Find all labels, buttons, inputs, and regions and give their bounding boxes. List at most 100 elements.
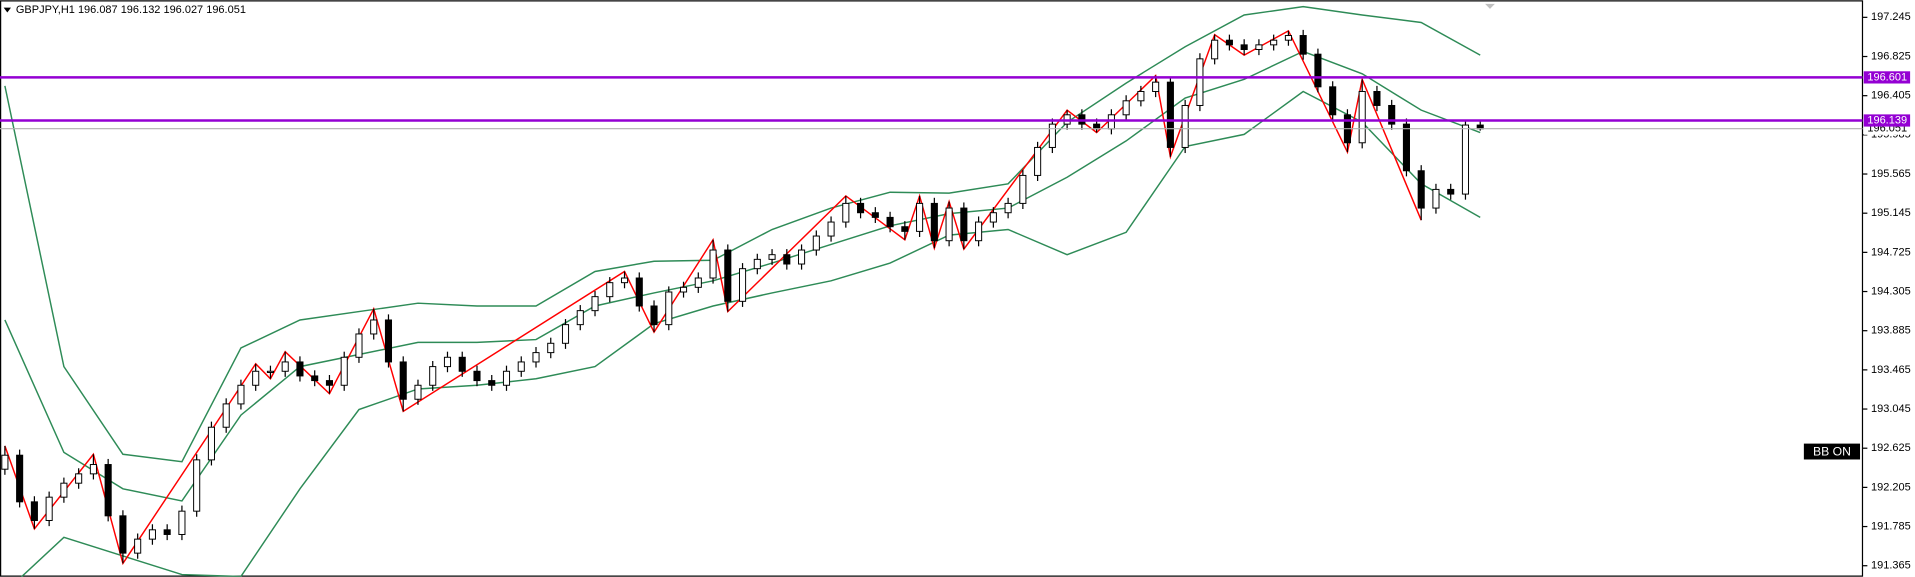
chart-title: GBPJPY,H1 196.087 196.132 196.027 196.05… — [16, 4, 246, 16]
candle-body — [709, 249, 717, 279]
candle-body — [502, 370, 511, 386]
y-tick-label: 193.885 — [1871, 325, 1911, 337]
candle-body — [488, 380, 496, 386]
y-tick-label: 192.625 — [1871, 442, 1911, 454]
level-label: 196.051 — [1867, 123, 1907, 135]
candle-body — [281, 361, 289, 372]
candle-body — [768, 254, 776, 260]
candle-body — [1225, 39, 1233, 46]
candle-body — [1137, 90, 1145, 102]
y-tick-label: 195.145 — [1871, 207, 1911, 219]
candle-body — [252, 370, 260, 386]
candle-body — [45, 496, 53, 521]
candle-body — [193, 459, 201, 512]
badge-box — [1803, 443, 1861, 460]
y-tick-label: 196.825 — [1871, 50, 1911, 62]
candle-body — [694, 277, 702, 288]
candle-body — [75, 473, 83, 484]
candle-body — [266, 370, 274, 373]
plot-frame — [0, 0, 1864, 577]
candle-body — [1417, 170, 1425, 209]
candle-body — [340, 356, 348, 386]
level-label: 196.601 — [1867, 71, 1907, 83]
candle-body — [207, 426, 215, 461]
y-tick-label: 196.405 — [1871, 90, 1911, 102]
candle-body — [1270, 39, 1278, 46]
candle-body — [901, 226, 909, 232]
candle-body — [635, 277, 643, 307]
candle-body — [1240, 44, 1248, 51]
candle-body — [606, 282, 614, 298]
candle-body — [1255, 44, 1263, 51]
candle-body — [591, 296, 599, 312]
candle-body — [783, 254, 791, 265]
candle-body — [857, 202, 865, 214]
candle-body — [148, 529, 156, 540]
candle-body — [679, 286, 688, 293]
candle-body — [739, 268, 747, 302]
y-tick-label: 195.565 — [1871, 168, 1911, 180]
y-tick-label: 191.365 — [1871, 560, 1911, 572]
candle-body — [753, 258, 761, 270]
candle-body — [296, 361, 304, 377]
candle-body — [119, 515, 127, 554]
candle-body — [30, 501, 38, 521]
candle-body — [355, 333, 363, 358]
y-tick-label: 194.725 — [1871, 246, 1911, 258]
candle-body — [1004, 202, 1012, 214]
candle-body — [1034, 146, 1042, 176]
candle-body — [134, 538, 142, 554]
candle-body — [1166, 81, 1174, 148]
candle-body — [443, 356, 452, 368]
candle-body — [1314, 53, 1322, 88]
candle-body — [89, 464, 97, 475]
y-tick-label: 197.245 — [1871, 11, 1911, 23]
candle-body — [975, 221, 983, 242]
candle-body — [1181, 104, 1189, 148]
candle-body — [237, 384, 245, 405]
candle-body — [827, 221, 835, 237]
candle-body — [163, 529, 171, 535]
candle-body — [1019, 174, 1027, 204]
candle-body — [989, 212, 997, 223]
candle-body — [414, 384, 422, 400]
candle-body — [1358, 90, 1366, 144]
candle-body — [665, 291, 673, 326]
candle-body — [1373, 90, 1381, 106]
y-tick-label: 193.465 — [1871, 364, 1911, 376]
candle-body — [620, 277, 629, 284]
candle-body — [1329, 86, 1337, 116]
candle-body — [930, 202, 938, 242]
y-tick-label: 194.305 — [1871, 285, 1911, 297]
candle-body — [798, 249, 806, 265]
shift-marker — [1485, 3, 1495, 9]
candle-body — [1284, 35, 1292, 41]
candle-body — [16, 454, 24, 503]
candle-body — [473, 370, 481, 382]
candle-body — [532, 352, 540, 363]
candle-body — [1107, 114, 1115, 130]
y-tick-label: 193.045 — [1871, 403, 1911, 415]
candle-body — [576, 310, 584, 326]
candle-body — [1432, 188, 1440, 209]
level-label-box — [1863, 71, 1911, 84]
candle-body — [458, 356, 466, 372]
candle-body — [370, 319, 378, 335]
candle-body — [178, 510, 186, 535]
bollinger-band — [4, 5, 1481, 463]
collapse-arrow — [3, 7, 11, 13]
candle-body — [561, 324, 570, 344]
level-label-box — [1863, 114, 1911, 127]
candle-body — [871, 212, 879, 218]
candle-body — [1152, 81, 1160, 92]
candle-body — [724, 249, 732, 302]
candle-body — [517, 361, 525, 372]
badge: BB ON — [1813, 444, 1851, 458]
candle-body — [842, 202, 850, 223]
candle-body — [1122, 100, 1130, 116]
candle-body — [547, 342, 555, 354]
candle-body — [222, 403, 230, 428]
candle-body — [1048, 123, 1056, 148]
